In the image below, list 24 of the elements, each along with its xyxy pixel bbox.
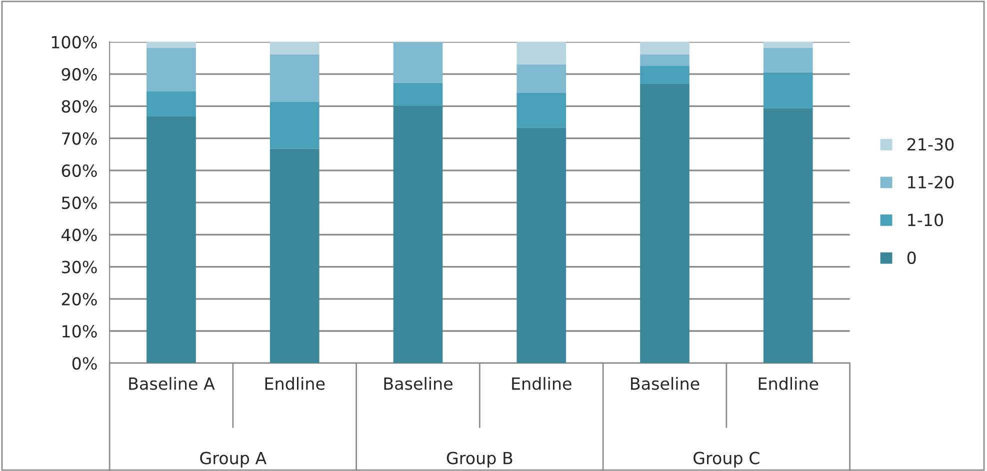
x-tick-label: Baseline — [631, 377, 700, 390]
y-tick-label: 100% — [52, 36, 97, 48]
y-tick-label: 50% — [62, 196, 97, 210]
x-tick-label: Endline — [512, 377, 572, 390]
y-tick-label: 30% — [62, 260, 97, 274]
x-tick-label: Baseline A — [129, 377, 215, 390]
text: Group C — [694, 452, 760, 468]
y-tick-label: 60% — [62, 164, 97, 177]
y-tick-label: 10% — [62, 324, 97, 338]
legend-label: 21-30 — [908, 138, 954, 151]
legend-label: 11-20 — [908, 176, 954, 188]
y-tick-label: 20% — [62, 292, 97, 306]
text: Group B — [446, 452, 512, 468]
y-tick-label: 90% — [62, 68, 97, 81]
x-tick-label: Baseline — [384, 377, 452, 390]
legend-label: 0 — [907, 251, 916, 264]
y-tick-label: 70% — [62, 132, 97, 145]
text: Group A — [200, 452, 267, 468]
x-tick-label: Endline — [265, 377, 325, 390]
y-tick-label: 40% — [62, 228, 97, 242]
x-tick-label: Endline — [758, 377, 818, 390]
legend-label: 1-10 — [908, 214, 943, 226]
y-tick-label: 80% — [62, 100, 97, 113]
y-tick-label: 0% — [72, 357, 97, 370]
